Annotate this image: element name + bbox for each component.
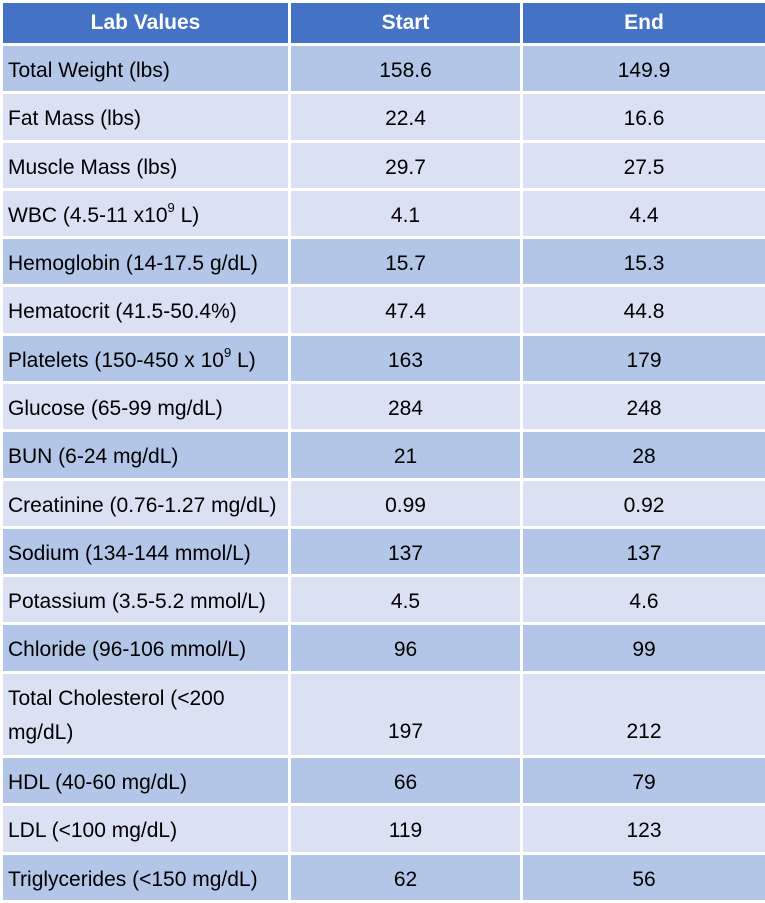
start-value: 163 [288, 332, 523, 384]
end-value: 212 [520, 670, 765, 759]
table-row: Chloride (96-106 mmol/L) 96 99 [0, 622, 765, 674]
end-value: 179 [520, 332, 765, 384]
table-row: LDL (<100 mg/dL) 119 123 [0, 803, 765, 855]
table-row: BUN (6-24 mg/dL) 21 28 [0, 429, 765, 481]
header-end: End [520, 0, 765, 46]
end-value: 4.4 [520, 187, 765, 240]
table-row: Hematocrit (41.5-50.4%) 47.4 44.8 [0, 284, 765, 336]
table-row: Hemoglobin (14-17.5 g/dL) 15.7 15.3 [0, 236, 765, 288]
start-value: 158.6 [288, 42, 523, 95]
table-row: Creatinine (0.76-1.27 mg/dL) 0.99 0.92 [0, 477, 765, 529]
start-value: 197 [288, 670, 523, 759]
start-value: 22.4 [288, 91, 523, 143]
end-value: 56 [520, 851, 765, 903]
table-row: Total Cholesterol (<200 mg/dL) 197 212 [0, 670, 765, 759]
header-start: Start [288, 0, 523, 46]
start-value: 284 [288, 380, 523, 433]
end-value: 28 [520, 429, 765, 481]
end-value: 0.92 [520, 477, 765, 529]
row-label: Platelets (150-450 x 109 L) [0, 332, 291, 384]
row-label: LDL (<100 mg/dL) [0, 803, 291, 855]
start-value: 119 [288, 803, 523, 855]
row-label: HDL (40-60 mg/dL) [0, 755, 291, 807]
row-label: Hemoglobin (14-17.5 g/dL) [0, 236, 291, 288]
start-value: 96 [288, 622, 523, 674]
end-value: 27.5 [520, 139, 765, 191]
end-value: 149.9 [520, 42, 765, 95]
end-value: 137 [520, 525, 765, 578]
start-value: 4.5 [288, 574, 523, 626]
end-value: 99 [520, 622, 765, 674]
row-label: Muscle Mass (lbs) [0, 139, 291, 191]
table-row: HDL (40-60 mg/dL) 66 79 [0, 755, 765, 807]
start-value: 137 [288, 525, 523, 578]
header-lab-values: Lab Values [0, 0, 291, 46]
start-value: 0.99 [288, 477, 523, 529]
header-row: Lab Values Start End [0, 0, 765, 46]
row-label-text: Platelets (150-450 x 10 [8, 348, 224, 372]
end-value: 44.8 [520, 284, 765, 336]
start-value: 21 [288, 429, 523, 481]
table-row: Sodium (134-144 mmol/L) 137 137 [0, 525, 765, 578]
row-label: Fat Mass (lbs) [0, 91, 291, 143]
start-value: 47.4 [288, 284, 523, 336]
row-label: Triglycerides (<150 mg/dL) [0, 851, 291, 903]
row-label-text: L) [231, 348, 256, 372]
row-label-text: WBC (4.5-11 x10 [8, 203, 168, 227]
row-label-text: L) [174, 203, 200, 227]
end-value: 4.6 [520, 574, 765, 626]
row-label: BUN (6-24 mg/dL) [0, 429, 291, 481]
end-value: 79 [520, 755, 765, 807]
row-label: Hematocrit (41.5-50.4%) [0, 284, 291, 336]
table-row: Platelets (150-450 x 109 L) 163 179 [0, 332, 765, 384]
row-label: Sodium (134-144 mmol/L) [0, 525, 291, 578]
table-row: Triglycerides (<150 mg/dL) 62 56 [0, 851, 765, 903]
start-value: 66 [288, 755, 523, 807]
row-label: Creatinine (0.76-1.27 mg/dL) [0, 477, 291, 529]
table-row: WBC (4.5-11 x109 L) 4.1 4.4 [0, 187, 765, 240]
table-row: Potassium (3.5-5.2 mmol/L) 4.5 4.6 [0, 574, 765, 626]
start-value: 62 [288, 851, 523, 903]
row-label: Total Cholesterol (<200 mg/dL) [0, 670, 291, 759]
row-label: Glucose (65-99 mg/dL) [0, 380, 291, 433]
end-value: 123 [520, 803, 765, 855]
row-label: Total Weight (lbs) [0, 42, 291, 95]
table-row: Glucose (65-99 mg/dL) 284 248 [0, 380, 765, 433]
table-row: Total Weight (lbs) 158.6 149.9 [0, 42, 765, 95]
table-row: Muscle Mass (lbs) 29.7 27.5 [0, 139, 765, 191]
start-value: 4.1 [288, 187, 523, 240]
superscript: 9 [223, 344, 232, 360]
table-row: Fat Mass (lbs) 22.4 16.6 [0, 91, 765, 143]
superscript: 9 [167, 199, 175, 215]
row-label: Chloride (96-106 mmol/L) [0, 622, 291, 674]
end-value: 16.6 [520, 91, 765, 143]
row-label: WBC (4.5-11 x109 L) [0, 187, 291, 240]
start-value: 29.7 [288, 139, 523, 191]
end-value: 15.3 [520, 236, 765, 288]
start-value: 15.7 [288, 236, 523, 288]
row-label: Potassium (3.5-5.2 mmol/L) [0, 574, 291, 626]
end-value: 248 [520, 380, 765, 433]
